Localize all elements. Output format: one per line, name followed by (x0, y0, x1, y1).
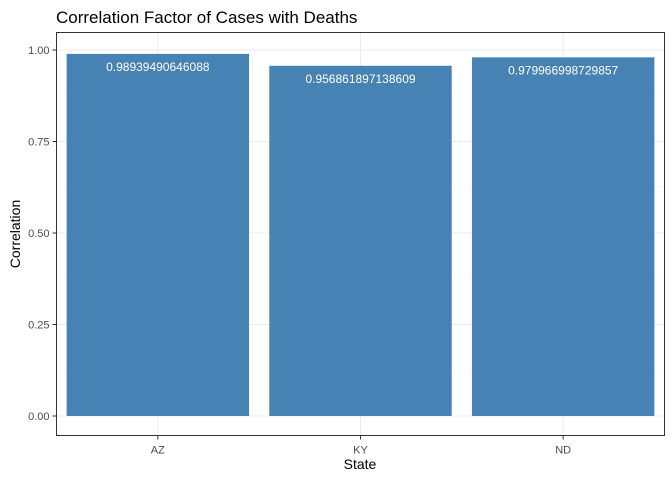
bars (66, 53, 655, 416)
y-tick-label: 0.00 (28, 411, 49, 423)
y-tick-label: 0.50 (28, 228, 49, 240)
data-label-nd: 0.979966998729857 (508, 63, 618, 77)
y-axis-title: Correlation (7, 200, 23, 268)
y-axis: 0.00 0.25 0.50 0.75 1.00 (28, 45, 57, 423)
chart-title: Correlation Factor of Cases with Deaths (56, 8, 357, 27)
x-axis-title: State (344, 456, 377, 472)
x-axis: AZ KY ND (151, 435, 571, 457)
x-tick-label: KY (353, 445, 368, 457)
y-tick-label: 0.25 (28, 320, 49, 332)
bar-nd (471, 57, 655, 416)
data-label-ky: 0.956861897138609 (305, 72, 415, 86)
y-tick-label: 0.75 (28, 137, 49, 149)
x-tick-label: AZ (151, 445, 165, 457)
bar-ky (269, 65, 452, 416)
y-tick-label: 1.00 (28, 45, 49, 57)
data-labels: 0.98939490646088 0.956861897138609 0.97996… (106, 60, 618, 86)
data-label-az: 0.98939490646088 (106, 60, 210, 74)
bar-az (66, 53, 250, 416)
x-tick-label: ND (555, 445, 571, 457)
